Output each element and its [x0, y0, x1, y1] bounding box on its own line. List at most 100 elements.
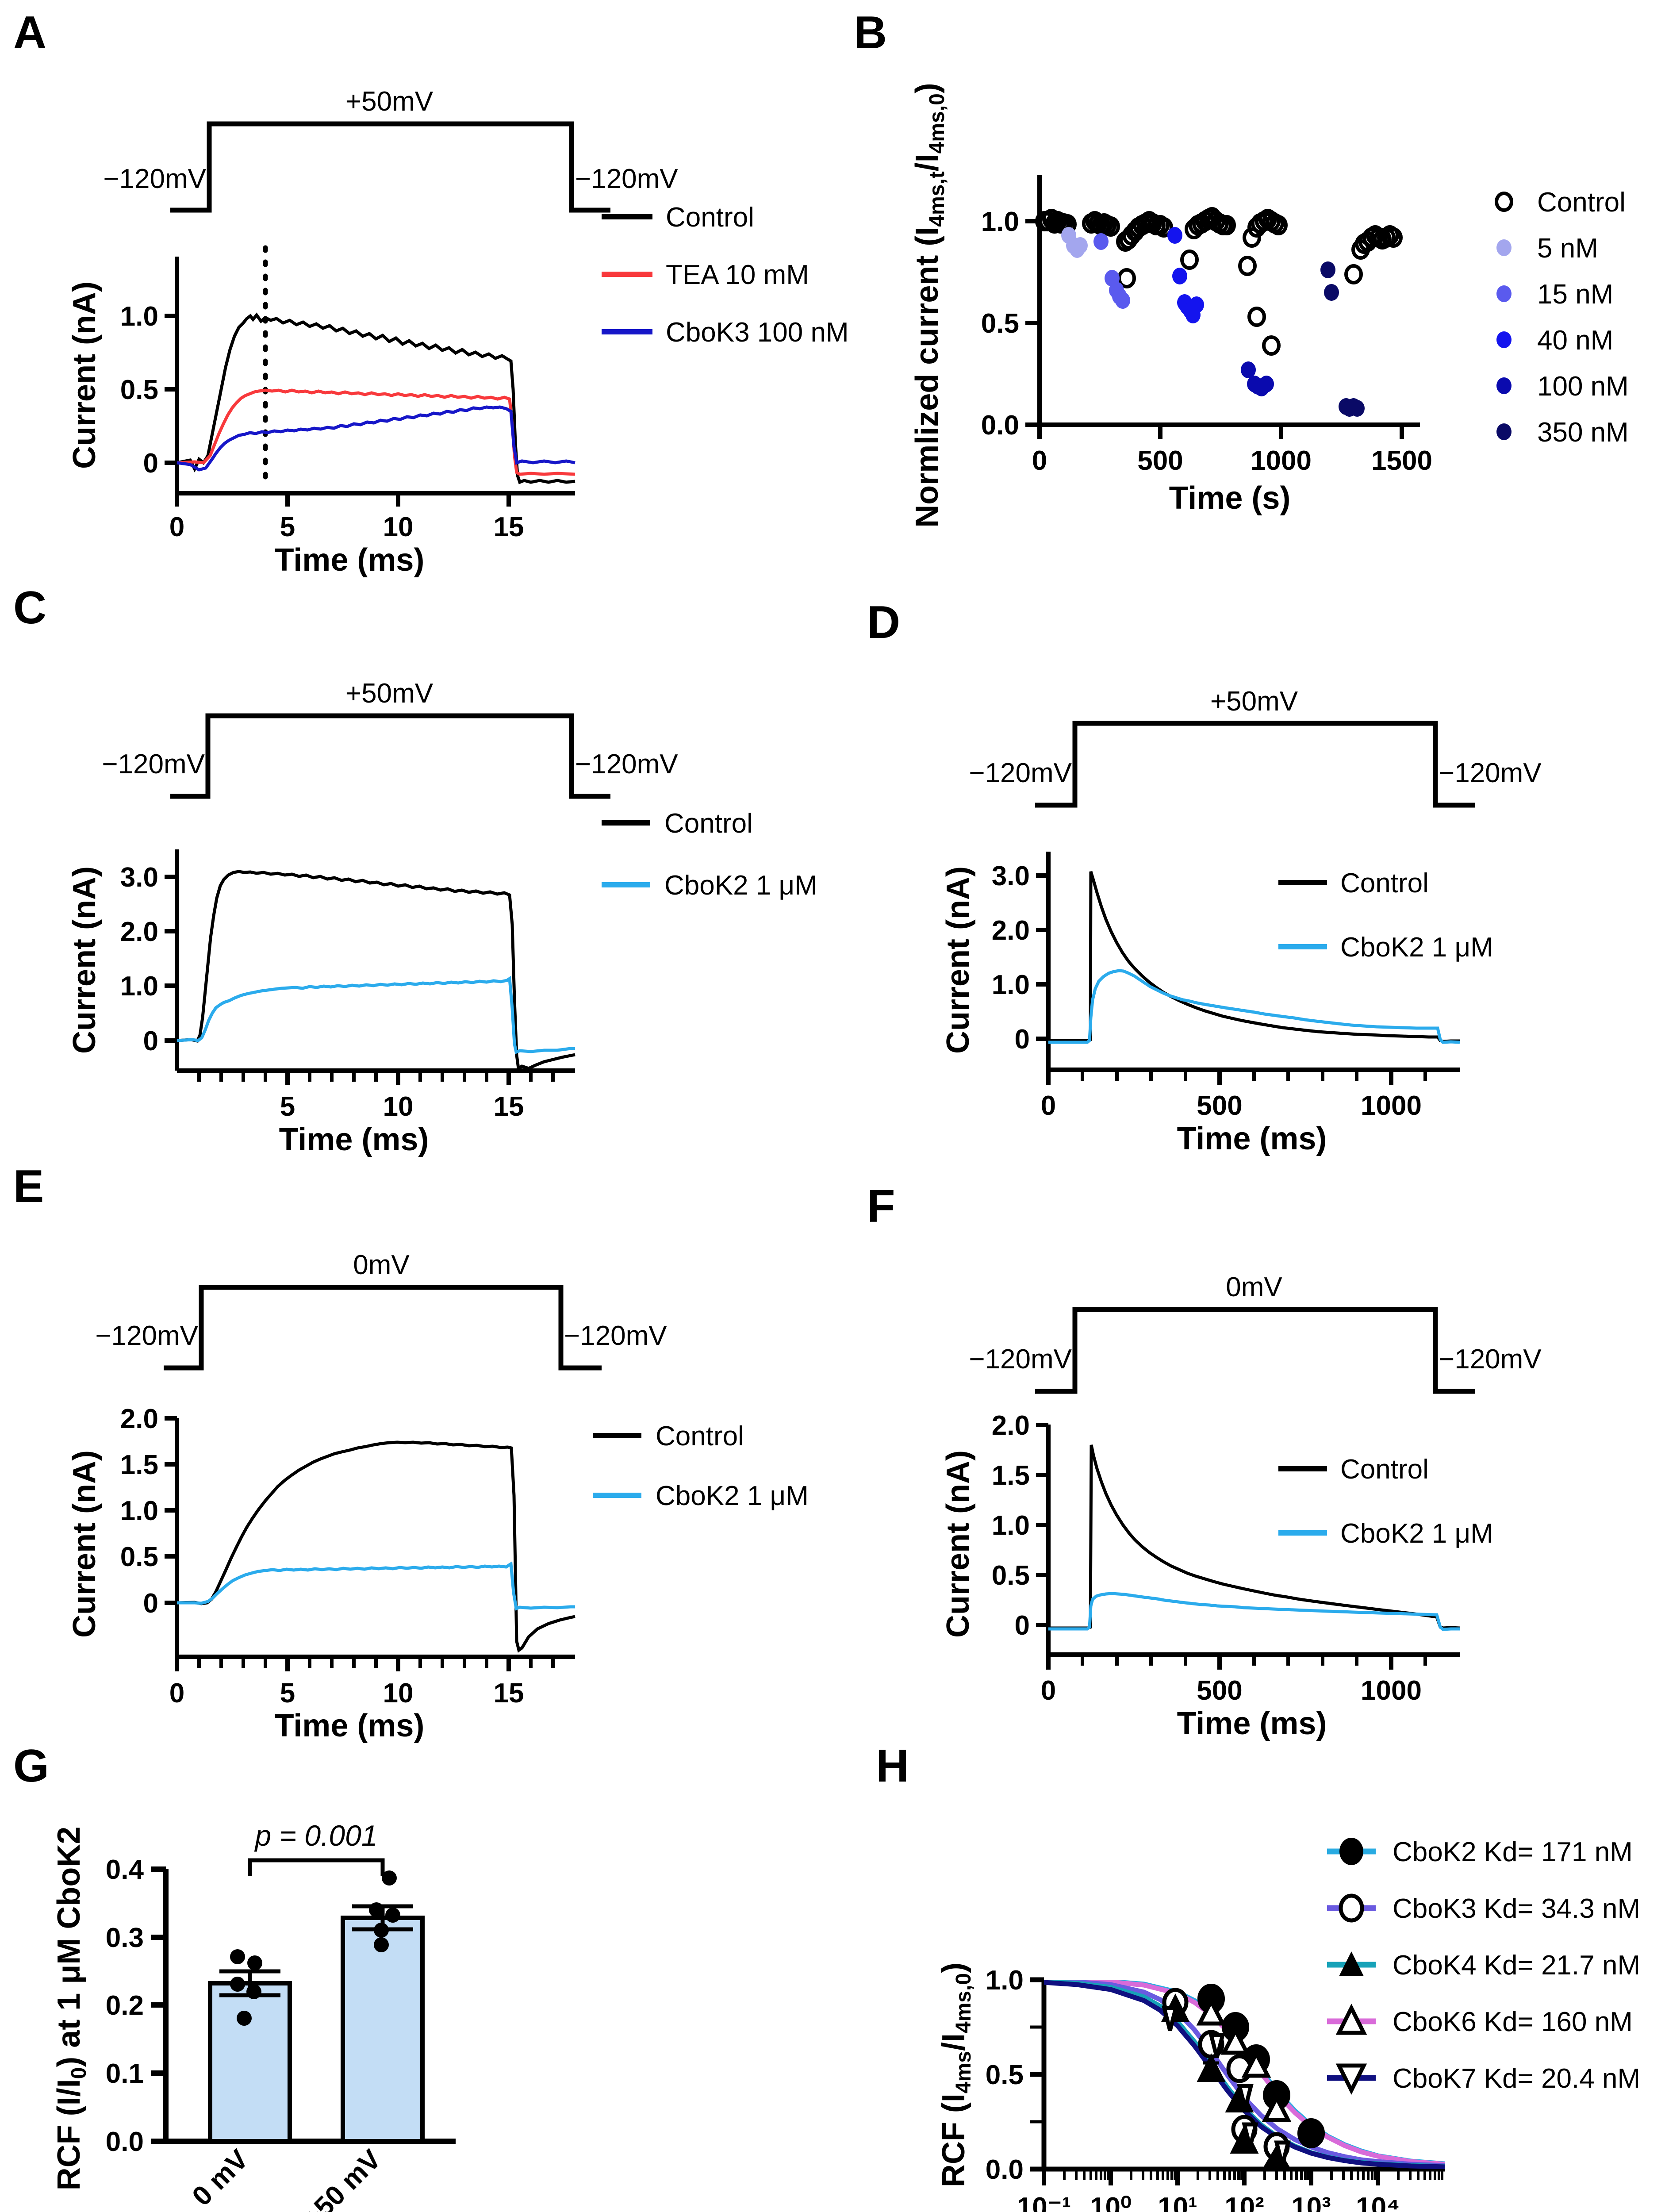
- panel-d-ytick-3p0: 3.0: [992, 861, 1030, 891]
- panel-c-ytick-0: 0: [143, 1026, 158, 1056]
- panel-f-ytick-0: 0: [1015, 1610, 1030, 1641]
- voltage-protocol-a: −120mV +50mV −120mV: [103, 86, 678, 213]
- legend-label-350nM: 350 nM: [1537, 417, 1629, 448]
- panel-b-axes: 0.0 0.5 1.0 0 500 1000 1500 Time (s) Nor…: [909, 83, 1432, 528]
- panel-a-legend: Control TEA 10 mM CboK3 100 nM: [602, 202, 849, 348]
- panel-d-axes: 0 1.0 2.0 3.0 0 500 1000 Time (ms) Curre…: [940, 852, 1460, 1156]
- series-100nM-b: [1241, 361, 1274, 396]
- panel-a-ytick-0p5: 0.5: [120, 375, 158, 405]
- legend-label-cbok2: CboK2 Kd= 171 nM: [1393, 1837, 1633, 1867]
- panel-g-figure: 0.0 0.1 0.2 0.3 0.4 RCF (I/I0) at 1 μM C…: [51, 1819, 456, 2212]
- panel-h-yaxis-sub1: 4ms: [952, 2051, 975, 2093]
- bar-0mV[interactable]: [208, 1981, 292, 2143]
- protocol-hold-right-label: −120mV: [575, 164, 678, 194]
- legend-label-cbok2: CboK2 1 μM: [656, 1481, 809, 1511]
- legend-label-cbok2: CboK2 1 μM: [1340, 932, 1493, 963]
- protocol-hold-right-label: −120mV: [575, 749, 678, 780]
- protocol-step-label: +50mV: [345, 678, 434, 709]
- panel-h-ytick-0p5: 0.5: [986, 2060, 1024, 2090]
- panel-h-label: H: [876, 1740, 909, 1792]
- markers-cbok6-h: [1196, 1997, 1292, 2122]
- series-5nM-b: [1061, 227, 1088, 258]
- markers-cbok7-h: [1162, 2006, 1291, 2166]
- legend-entry-cbok6: CboK6 Kd= 160 nM: [1327, 2003, 1633, 2037]
- panel-g-yaxis-post: ) at 1 μM CboK2: [51, 1827, 87, 2067]
- panel-h-xtick-1e-1: 10⁻¹: [1017, 2192, 1071, 2212]
- panel-f-figure: −120mV 0mV −120mV 0 0.5 1.0 1.5 2.0: [940, 1272, 1542, 1741]
- panel-c-ytick-3p0: 3.0: [120, 862, 158, 893]
- legend-label-100nM: 100 nM: [1537, 371, 1629, 402]
- protocol-step-label: 0mV: [353, 1250, 410, 1280]
- panel-f-label: F: [867, 1181, 895, 1232]
- panel-d-xtick-1000: 1000: [1361, 1091, 1422, 1121]
- p-value-label: p = 0.001: [254, 1819, 377, 1852]
- legend-label-control: Control: [1340, 1454, 1429, 1485]
- panel-e-ytick-1p5: 1.5: [120, 1450, 158, 1480]
- panel-h-axes: 0.0 0.5 1.0: [936, 1962, 1445, 2212]
- bar-50mV[interactable]: [341, 1916, 425, 2143]
- protocol-step-label: +50mV: [1210, 686, 1298, 717]
- legend-label-5nM: 5 nM: [1537, 233, 1598, 264]
- legend-label-15nM: 15 nM: [1537, 279, 1613, 310]
- panel-g-yaxis-pre: RCF (I/I: [51, 2079, 87, 2190]
- panel-c-ytick-1p0: 1.0: [120, 971, 158, 1002]
- legend-label-cbok2: CboK2 1 μM: [1340, 1518, 1493, 1549]
- legend-marker-15nM: [1496, 285, 1512, 302]
- panel-b-yaxis-post: ): [909, 83, 945, 93]
- panel-c-figure: −120mV +50mV −120mV 0 1.0 2.0 3.0: [67, 678, 817, 1157]
- panel-g-category-0mV: 0 mV: [186, 2144, 254, 2212]
- panel-h-xtick-1e1: 10¹: [1158, 2192, 1197, 2212]
- series-15nM-b: [1093, 233, 1130, 309]
- panel-c-xtick-10: 10: [383, 1091, 414, 1122]
- panel-c-yaxis-title: Current (nA): [67, 866, 102, 1054]
- legend-label-control: Control: [664, 808, 753, 839]
- panel-h-ytick-0p0: 0.0: [986, 2154, 1024, 2185]
- panel-e-ytick-0: 0: [143, 1588, 158, 1619]
- panel-e-ytick-1p0: 1.0: [120, 1496, 158, 1526]
- panel-a-xtick-15: 15: [494, 512, 524, 542]
- protocol-hold-left-label: −120mV: [103, 164, 206, 194]
- panel-b-legend: Control 5 nM 15 nM 40 nM 100 nM 350 nM: [1495, 187, 1629, 448]
- panel-c-xtick-5: 5: [280, 1091, 295, 1122]
- legend-entry-cbok2: CboK2 Kd= 171 nM: [1327, 1837, 1633, 1867]
- datapoints-50mV: [369, 1870, 400, 1952]
- panel-d-xtick-500: 500: [1197, 1091, 1242, 1121]
- legend-label-control: Control: [656, 1421, 744, 1452]
- panel-g-ytick-0p0: 0.0: [106, 2127, 144, 2157]
- panel-a-xtick-10: 10: [383, 512, 414, 542]
- panel-g-ytick-0p3: 0.3: [106, 1923, 144, 1953]
- trace-control-a: [176, 312, 575, 484]
- panel-d: D −120mV +50mV −120mV 0 1.0 2.0 3.0: [840, 575, 1665, 1159]
- trace-control-f: [1048, 1444, 1460, 1630]
- panel-h-xtick-1e2: 10²: [1224, 2192, 1264, 2212]
- panel-f-legend: Control CboK2 1 μM: [1278, 1454, 1493, 1549]
- panel-b-yaxis-sub2: 4ms,0: [925, 93, 949, 154]
- panel-b-xtick-1000: 1000: [1251, 445, 1312, 476]
- protocol-hold-left-label: −120mV: [102, 749, 205, 780]
- panel-h-legend: CboK2 Kd= 171 nM CboK3 Kd= 34.3 nM CboK4…: [1327, 1837, 1640, 2095]
- panel-f-ytick-2p0: 2.0: [992, 1410, 1030, 1441]
- panel-e-xtick-0: 0: [169, 1678, 184, 1709]
- panel-c-label: C: [13, 582, 47, 634]
- panel-a-xtick-5: 5: [280, 512, 295, 542]
- datapoints-0mV: [230, 1949, 262, 2026]
- panel-c: C −120mV +50mV −120mV 0 1.0 2.0 3.0: [0, 575, 840, 1159]
- legend-label-cbok3: CboK3 Kd= 34.3 nM: [1393, 1893, 1640, 1924]
- panel-a-xtick-0: 0: [169, 512, 184, 542]
- panel-e: E −120mV 0mV −120mV 0 0.5 1.0 1.5 2.0: [0, 1159, 840, 1743]
- panel-g-label: G: [13, 1740, 49, 1792]
- panel-f: F −120mV 0mV −120mV 0 0.5 1.0 1.5 2.0: [840, 1159, 1665, 1743]
- trace-cbok2-d: [1048, 969, 1460, 1044]
- panel-b-xtick-1500: 1500: [1371, 445, 1432, 476]
- legend-marker-350nM: [1496, 423, 1512, 440]
- trace-control-d: [1048, 871, 1460, 1043]
- panel-h-xtick-1e4: 10⁴: [1356, 2192, 1400, 2212]
- panel-f-ytick-1p5: 1.5: [992, 1460, 1030, 1491]
- panel-d-xtick-0: 0: [1041, 1091, 1056, 1121]
- series-40nM-b: [1167, 227, 1204, 323]
- panel-b-xtick-500: 500: [1137, 445, 1183, 476]
- panel-a-label: A: [13, 7, 47, 58]
- legend-marker-5nM: [1496, 239, 1512, 256]
- voltage-protocol-f: −120mV 0mV −120mV: [969, 1272, 1542, 1394]
- series-350nM-b: [1320, 261, 1365, 417]
